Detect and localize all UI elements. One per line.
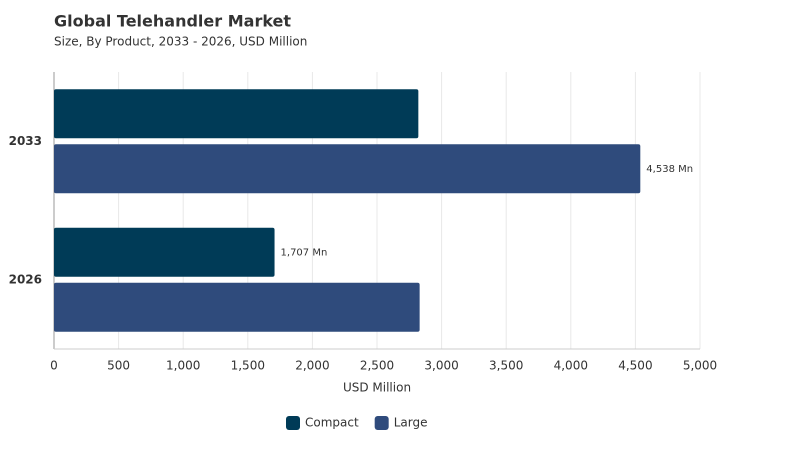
- x-tick-label: 4,000: [554, 359, 588, 373]
- x-tick-label: 1,500: [231, 359, 265, 373]
- x-axis-label: USD Million: [343, 381, 411, 395]
- chart-title: Global Telehandler Market: [54, 12, 291, 31]
- x-tick-label: 0: [50, 359, 58, 373]
- bar: [54, 282, 420, 332]
- x-tick-label: 2,500: [360, 359, 394, 373]
- bar: [54, 144, 641, 194]
- bar: [54, 89, 419, 139]
- x-tick-label: 500: [107, 359, 130, 373]
- x-tick-label: 4,500: [618, 359, 652, 373]
- legend-swatch: [374, 416, 389, 430]
- x-tick-label: 3,000: [424, 359, 458, 373]
- x-tick-label: 2,000: [295, 359, 329, 373]
- legend-swatch: [286, 416, 300, 430]
- y-tick-label: 2033: [9, 134, 42, 148]
- x-tick-label: 5,000: [683, 359, 717, 373]
- data-label: 4,538 Mn: [646, 164, 693, 175]
- y-tick-label: 2026: [9, 272, 42, 286]
- legend-label: Large: [394, 416, 428, 430]
- data-label: 1,707 Mn: [281, 247, 328, 258]
- bar: [54, 227, 275, 277]
- chart-subtitle: Size, By Product, 2033 - 2026, USD Milli…: [54, 35, 307, 49]
- x-tick-label: 3,500: [489, 359, 523, 373]
- x-tick-label: 1,000: [166, 359, 200, 373]
- legend-label: Compact: [305, 416, 359, 430]
